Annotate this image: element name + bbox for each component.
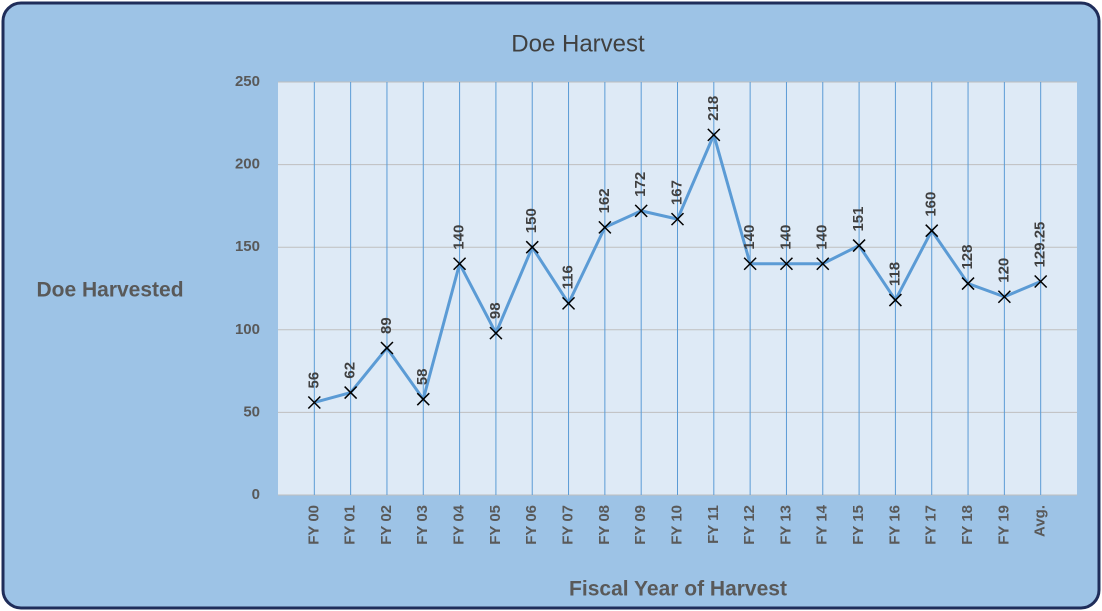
x-axis-title: Fiscal Year of Harvest — [569, 578, 787, 601]
x-tick-label: FY 12 — [741, 505, 758, 545]
data-label: 150 — [523, 208, 540, 233]
marker — [707, 128, 721, 142]
data-label: 58 — [414, 368, 431, 385]
data-label: 167 — [668, 180, 685, 205]
x-tick-label: FY 13 — [777, 505, 794, 545]
data-label: 98 — [487, 302, 504, 319]
marker — [634, 204, 648, 218]
x-tick-label: FY 14 — [814, 504, 831, 544]
x-tick-label: FY 19 — [995, 505, 1012, 545]
x-tick-label: FY 18 — [959, 505, 976, 545]
marker — [598, 220, 612, 234]
y-tick-label: 250 — [235, 73, 260, 90]
data-label: 140 — [451, 225, 468, 250]
x-tick-label: FY 17 — [923, 505, 940, 545]
x-tick-label: FY 01 — [342, 505, 359, 545]
marker — [961, 277, 975, 291]
marker — [307, 395, 321, 410]
x-tick-label: FY 03 — [414, 505, 431, 545]
x-tick-label: FY 00 — [305, 505, 322, 545]
data-label: 140 — [741, 225, 758, 250]
data-label: 151 — [850, 207, 867, 232]
marker — [380, 341, 394, 355]
marker — [888, 293, 902, 307]
x-tick-label: FY 04 — [451, 504, 468, 544]
marker — [743, 257, 757, 271]
data-label: 162 — [596, 188, 613, 213]
marker — [816, 257, 830, 271]
marker — [453, 257, 467, 271]
data-label: 140 — [814, 225, 831, 250]
data-label: 118 — [886, 262, 903, 286]
marker — [779, 257, 793, 271]
marker — [416, 392, 430, 406]
data-label: 172 — [632, 172, 649, 197]
x-tick-label: FY 05 — [487, 505, 504, 545]
x-tick-label: Avg. — [1032, 505, 1049, 537]
marker — [925, 224, 939, 238]
data-label: 120 — [995, 258, 1012, 283]
data-label: 89 — [378, 317, 395, 334]
marker — [489, 326, 503, 340]
marker — [670, 212, 685, 226]
marker — [525, 240, 539, 254]
chart-title: Doe Harvest — [511, 30, 645, 57]
x-tick-label: FY 08 — [596, 505, 613, 545]
y-tick-label: 100 — [235, 321, 260, 338]
x-tick-label: FY 07 — [560, 505, 577, 545]
marker — [852, 239, 866, 253]
x-tick-label: FY 06 — [523, 505, 540, 545]
marker — [344, 386, 358, 400]
data-label: 218 — [705, 96, 722, 121]
x-tick-label: FY 10 — [668, 505, 685, 545]
y-tick-label: 200 — [235, 156, 260, 173]
data-label: 140 — [777, 225, 794, 250]
marker — [562, 296, 576, 310]
x-tick-label: FY 02 — [378, 505, 395, 545]
data-label: 62 — [342, 362, 359, 379]
y-tick-label: 150 — [235, 238, 260, 255]
y-axis-title: Doe Harvested — [36, 279, 183, 302]
y-tick-label: 0 — [252, 486, 260, 503]
marker — [1034, 274, 1048, 289]
marker — [997, 290, 1011, 304]
data-label: 129.25 — [1032, 222, 1049, 268]
data-label: 160 — [923, 192, 940, 217]
x-tick-label: FY 09 — [632, 505, 649, 545]
x-tick-label: FY 11 — [705, 505, 722, 544]
y-tick-label: 50 — [243, 403, 260, 420]
x-tick-label: FY 15 — [850, 505, 867, 545]
data-label: 116 — [560, 265, 577, 289]
data-label: 56 — [305, 372, 322, 389]
x-tick-label: FY 16 — [886, 505, 903, 545]
data-label: 128 — [959, 245, 976, 270]
